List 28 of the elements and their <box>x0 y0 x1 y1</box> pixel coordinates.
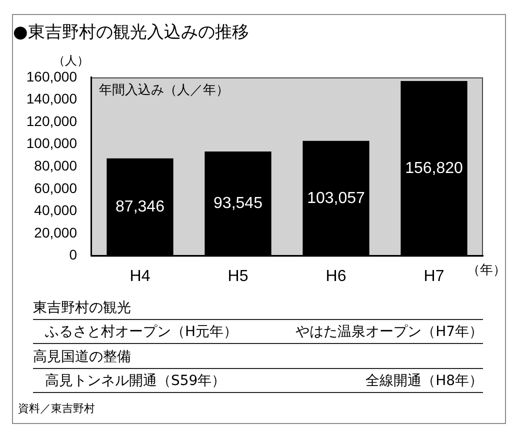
text: 資料／東吉野村 <box>18 401 95 416</box>
y-tick-label: 140,000 <box>26 90 78 107</box>
x-axis-title: （年） <box>467 263 506 278</box>
y-tick-label: 60,000 <box>34 180 78 196</box>
text: 高見トンネル開通（S59年） <box>45 372 226 391</box>
x-tick-label: H6 <box>326 268 346 285</box>
text: 全線開通（H8年） <box>366 372 483 391</box>
x-tick-label: H7 <box>424 268 444 285</box>
y-tick-label: 160,000 <box>26 68 78 84</box>
text: やはた温泉オープン（H7年） <box>296 323 483 342</box>
y-tick-label: 80,000 <box>34 157 78 174</box>
data-label: 156,820 <box>405 160 464 177</box>
chart-title: ●東吉野村の観光入込みの推移 <box>13 22 249 43</box>
data-label: 93,545 <box>214 195 263 212</box>
y-tick-label: 40,000 <box>34 202 78 218</box>
data-label: 103,057 <box>307 190 366 207</box>
x-tick-label: H4 <box>130 268 150 285</box>
y-tick-label: 120,000 <box>26 112 78 129</box>
y-tick-label: 20,000 <box>34 224 78 240</box>
text: ふるさと村オープン（H元年） <box>45 323 238 342</box>
x-tick-label: H5 <box>228 268 248 285</box>
y-tick-label: 100,000 <box>26 135 78 152</box>
y-axis-title: （人） <box>53 54 89 68</box>
data-label: 87,346 <box>116 198 165 216</box>
text: 東吉野村の観光 <box>33 295 483 320</box>
annotation: 年間入込み（人／年） <box>99 82 229 98</box>
text: 高見国道の整備 <box>33 344 483 369</box>
y-tick-label: 0 <box>69 246 78 263</box>
